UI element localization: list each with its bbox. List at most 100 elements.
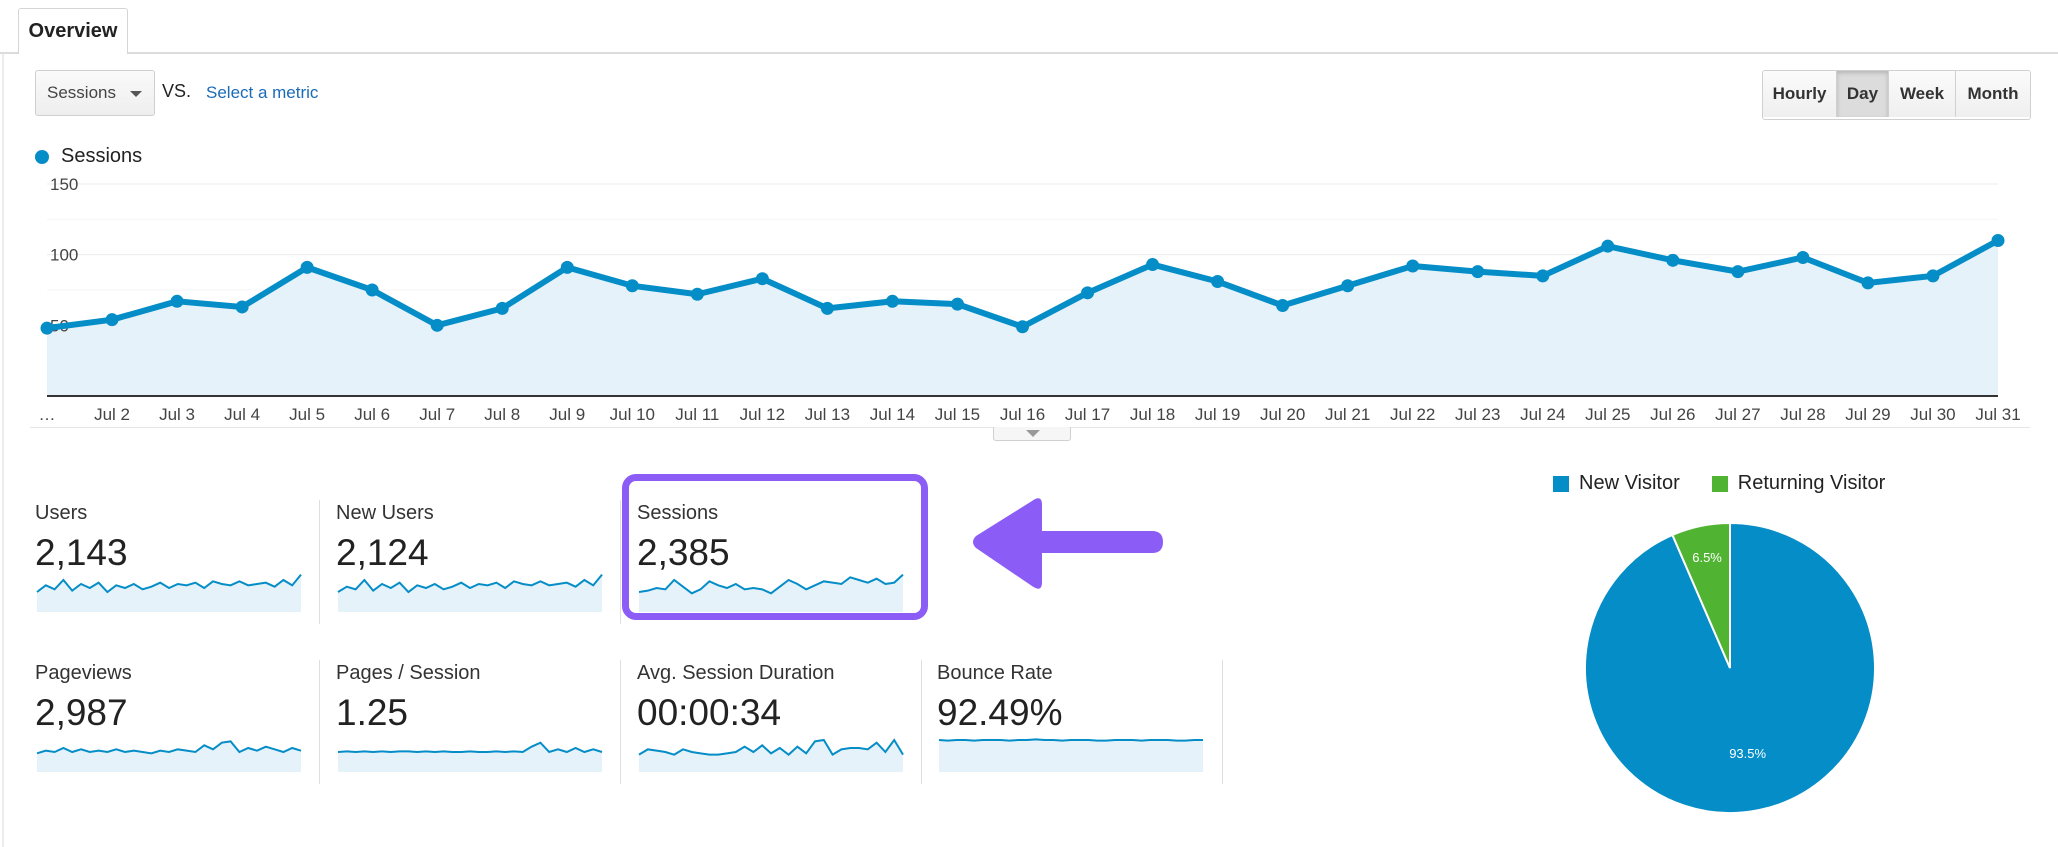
x-tick-label: Jul 26 — [1650, 405, 1695, 424]
x-tick-label: Jul 22 — [1390, 405, 1435, 424]
scorecard-bounce-rate[interactable]: Bounce Rate 92.49% — [937, 662, 1237, 772]
sparkline — [36, 740, 302, 772]
sparkline-area — [939, 739, 1203, 772]
x-tick-label: Jul 21 — [1325, 405, 1370, 424]
scorecard-pageviews[interactable]: Pageviews 2,987 — [35, 662, 335, 772]
legend-new-visitor[interactable]: New Visitor — [1579, 472, 1680, 494]
pie-legend: New Visitor Returning Visitor — [1553, 472, 1885, 495]
sparkline-line — [337, 741, 603, 754]
sparkline-line — [36, 740, 302, 755]
sessions-point[interactable] — [885, 294, 899, 308]
chevron-down-icon — [130, 91, 142, 97]
scorecard-separator — [319, 500, 320, 624]
sessions-point[interactable] — [1991, 234, 2005, 248]
sessions-point[interactable] — [1666, 253, 1680, 267]
vs-label: VS. — [162, 81, 192, 101]
scorecard-title: Sessions — [637, 502, 719, 524]
sessions-point[interactable] — [170, 294, 184, 308]
scorecard-value: 1.25 — [336, 692, 409, 733]
sessions-point[interactable] — [1471, 265, 1485, 279]
sessions-point[interactable] — [365, 283, 379, 297]
tab-overview[interactable]: Overview — [18, 8, 128, 54]
sessions-point[interactable] — [1146, 258, 1160, 272]
chart-resize-handle[interactable] — [993, 427, 1071, 441]
granularity-day-button[interactable]: Day — [1837, 71, 1889, 117]
scorecard-avg-session-duration[interactable]: Avg. Session Duration 00:00:34 — [637, 662, 937, 772]
sessions-point[interactable] — [1926, 269, 1940, 283]
scorecard-new-users[interactable]: New Users 2,124 — [336, 502, 636, 612]
sessions-point[interactable] — [625, 279, 639, 293]
granularity-hourly-button[interactable]: Hourly — [1763, 71, 1837, 117]
scorecard-value: 2,143 — [35, 532, 128, 573]
sparkline — [337, 574, 603, 612]
sessions-point[interactable] — [560, 260, 574, 274]
pie-slice-new-visitor[interactable] — [1584, 521, 1876, 814]
scorecard-title: Bounce Rate — [937, 662, 1053, 684]
tab-bar-divider — [0, 52, 2058, 54]
x-tick-label: Jul 14 — [870, 405, 915, 424]
new-visitor-swatch — [1553, 475, 1569, 492]
y-tick-label: 150 — [50, 175, 78, 194]
scorecard-separator — [319, 660, 320, 784]
granularity-month-button[interactable]: Month — [1956, 71, 2030, 117]
scorecard-title: Pages / Session — [336, 662, 481, 684]
x-tick-label: Jul 20 — [1260, 405, 1305, 424]
pie-slice-returning-visitor[interactable] — [1671, 521, 1731, 669]
x-tick-label: Jul 29 — [1845, 405, 1890, 424]
x-tick-label: Jul 10 — [610, 405, 655, 424]
highlight-box — [622, 474, 928, 620]
sessions-legend-label: Sessions — [61, 145, 143, 167]
sparkline-line — [638, 738, 904, 757]
sessions-point[interactable] — [755, 272, 769, 286]
sessions-point[interactable] — [495, 301, 509, 315]
sessions-point[interactable] — [40, 321, 54, 335]
scorecard-title: Avg. Session Duration — [637, 662, 835, 684]
sessions-point[interactable] — [1081, 286, 1095, 300]
x-tick-label: Jul 23 — [1455, 405, 1500, 424]
select-metric-link[interactable]: Select a metric — [206, 83, 319, 102]
sessions-point[interactable] — [1276, 299, 1290, 313]
sessions-point[interactable] — [1211, 275, 1225, 289]
scorecard-value: 2,987 — [35, 692, 128, 733]
x-tick-label: Jul 19 — [1195, 405, 1240, 424]
scorecard-sessions[interactable]: Sessions 2,385 — [637, 502, 937, 612]
sparkline-area — [639, 740, 903, 772]
sessions-point[interactable] — [430, 318, 444, 332]
sparkline — [638, 738, 904, 772]
scorecard-separator — [620, 660, 621, 784]
sparkline — [638, 573, 904, 612]
granularity-week-button[interactable]: Week — [1889, 71, 1956, 117]
x-tick-label: Jul 3 — [159, 405, 195, 424]
x-tick-label: Jul 9 — [549, 405, 585, 424]
sessions-point[interactable] — [1016, 320, 1029, 334]
metric-select[interactable]: Sessions — [35, 70, 155, 116]
x-tick-label: Jul 5 — [289, 405, 325, 424]
x-tick-label: Jul 24 — [1520, 405, 1565, 424]
sessions-point[interactable] — [1406, 259, 1420, 273]
legend-returning-visitor[interactable]: Returning Visitor — [1737, 472, 1886, 494]
sessions-point[interactable] — [690, 287, 704, 301]
sessions-point[interactable] — [1341, 279, 1355, 293]
sessions-point[interactable] — [1861, 276, 1875, 290]
sessions-point[interactable] — [820, 301, 834, 315]
scorecard-pages-session[interactable]: Pages / Session 1.25 — [336, 662, 636, 772]
sessions-point[interactable] — [950, 297, 964, 311]
x-tick-label: Jul 15 — [935, 405, 980, 424]
sessions-point[interactable] — [235, 300, 249, 314]
sparkline-line — [938, 738, 1203, 742]
x-tick-label: Jul 7 — [419, 405, 455, 424]
scorecard-users[interactable]: Users 2,143 — [35, 502, 335, 612]
pie-slice-label: 6.5% — [1692, 550, 1722, 565]
sessions-point[interactable] — [105, 313, 119, 327]
sparkline-line — [36, 574, 302, 594]
sessions-point[interactable] — [1731, 265, 1745, 279]
sessions-point[interactable] — [1536, 269, 1550, 283]
metric-select-value: Sessions — [47, 83, 116, 102]
sessions-point[interactable] — [1796, 250, 1810, 264]
sessions-point[interactable] — [1601, 239, 1615, 253]
sparkline-area — [338, 742, 602, 772]
sessions-point[interactable] — [300, 260, 314, 274]
x-tick-label: Jul 6 — [354, 405, 390, 424]
scorecard-title: New Users — [336, 502, 434, 524]
